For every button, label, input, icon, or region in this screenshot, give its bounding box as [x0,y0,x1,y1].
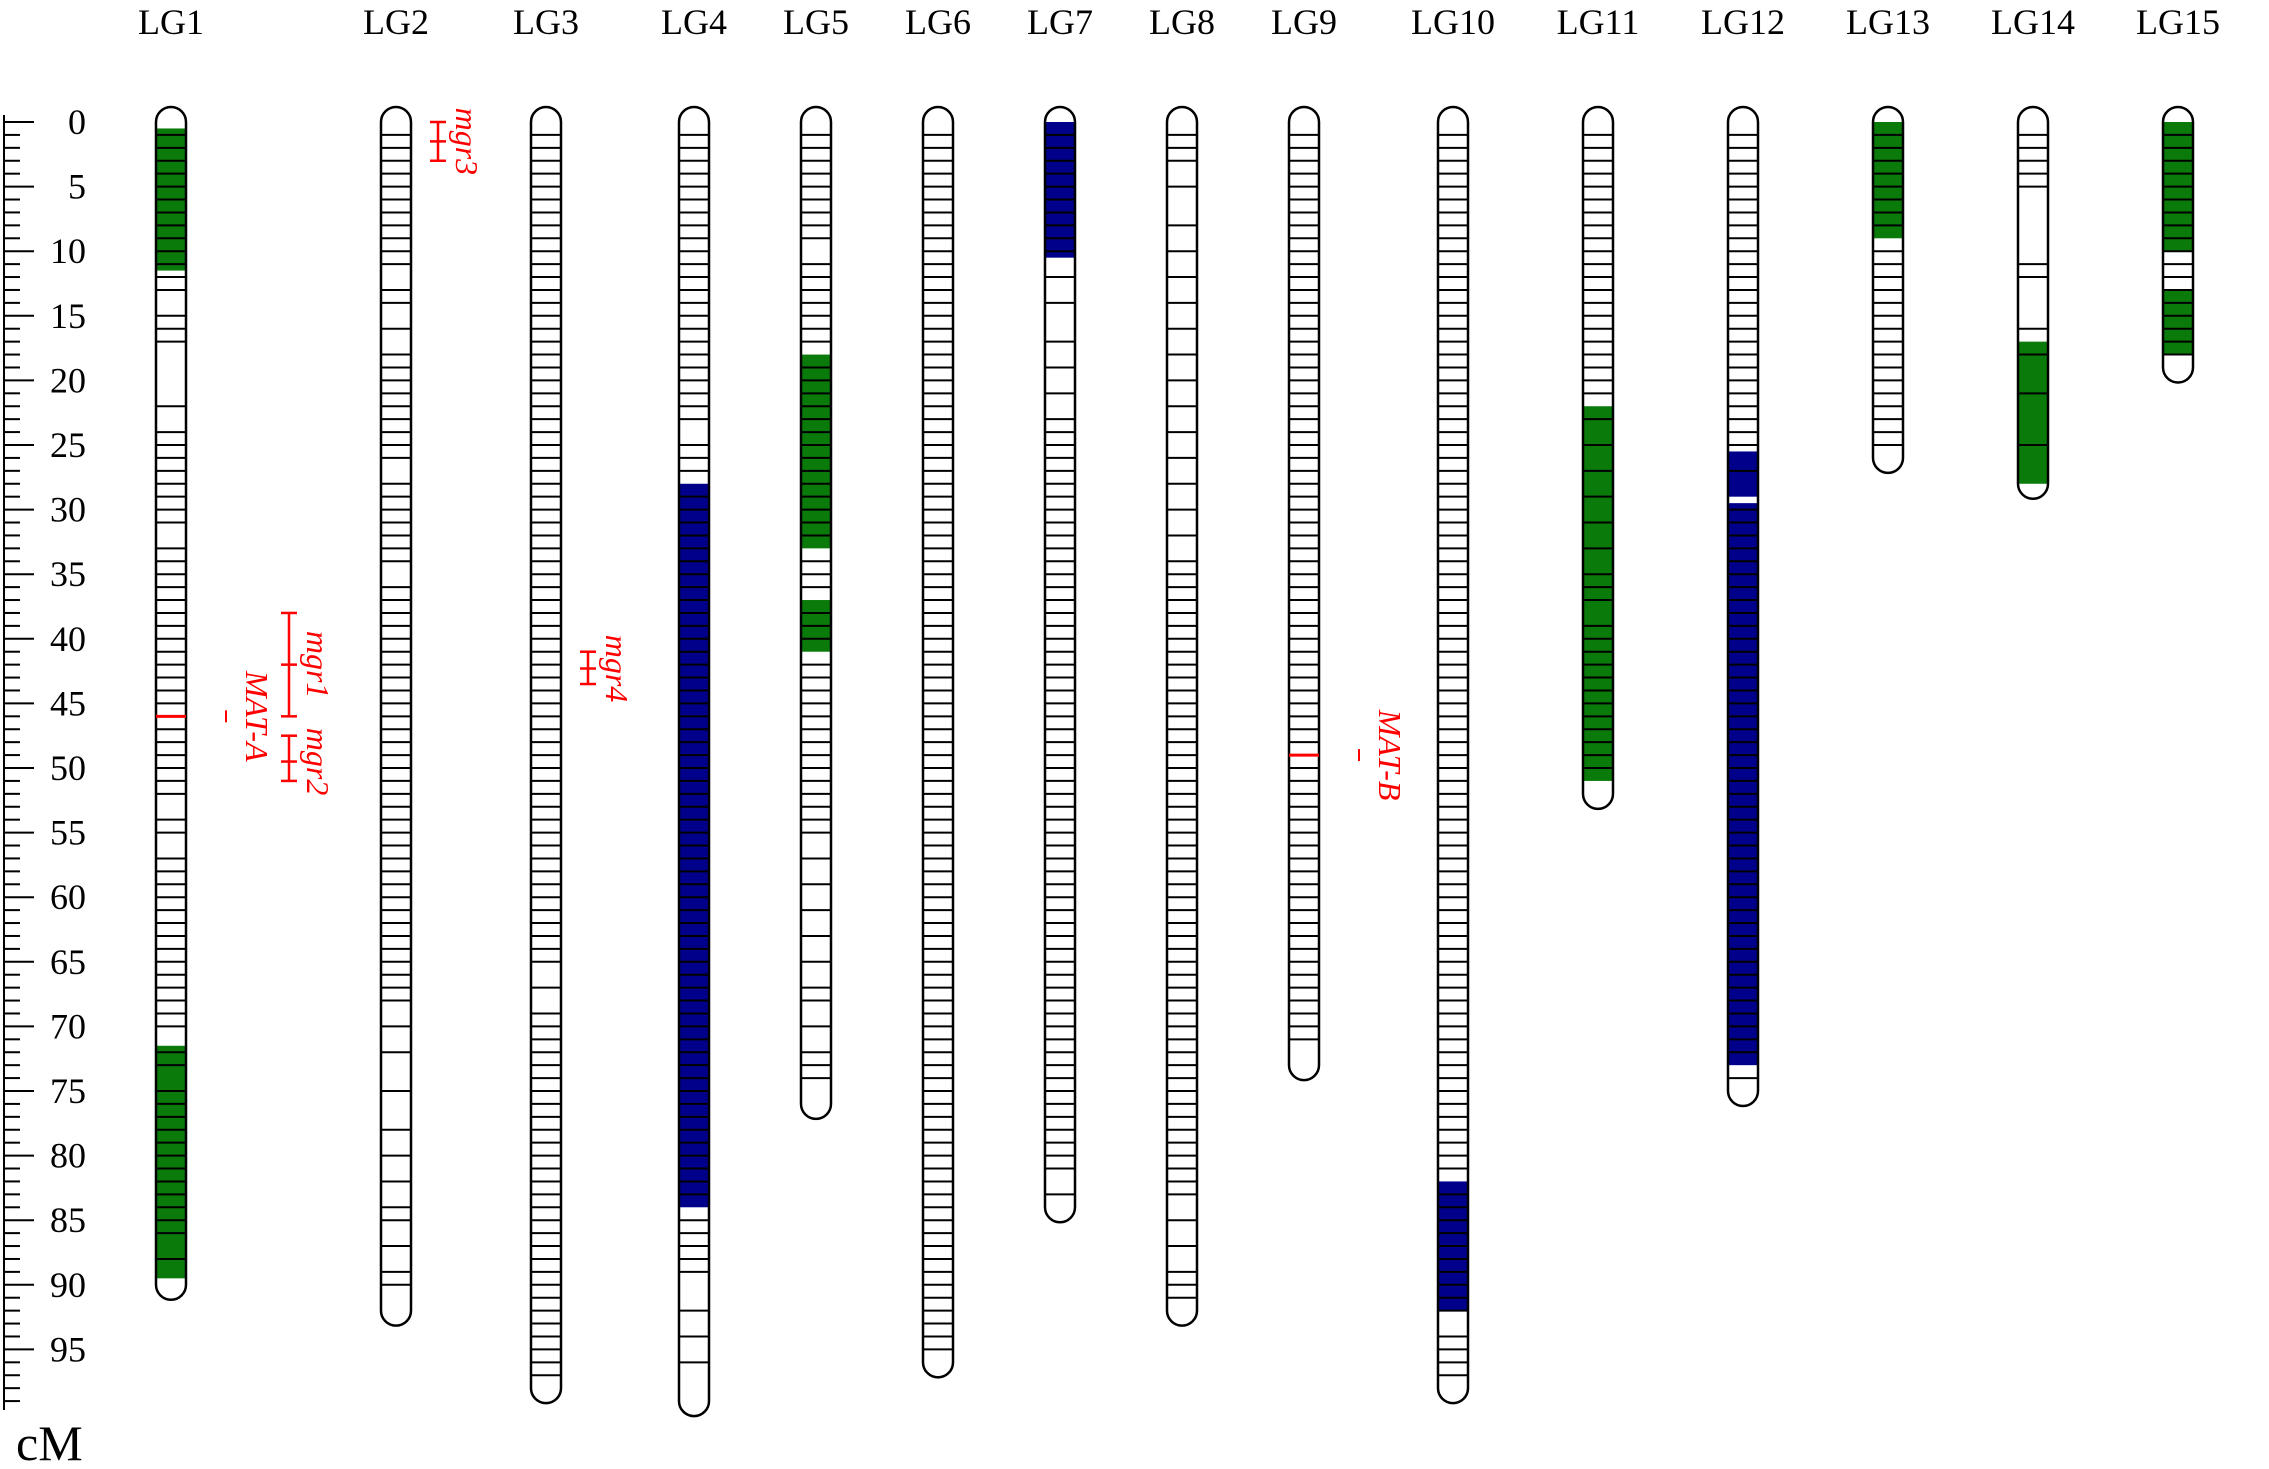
axis-tick-label: 60 [50,877,86,917]
linkage-group-title: LG11 [1557,2,1640,42]
linkage-group-lg6: LG6 [905,2,971,1379]
locus-label: MAT-A [239,670,275,762]
linkage-group-title: LG12 [1701,2,1785,42]
linkage-group-lg5: LG5 [783,2,849,1121]
chromosome-outline [1726,105,1760,1108]
linkage-group-title: LG1 [138,2,204,42]
axis-tick-label: 85 [50,1200,86,1240]
linkage-group-lg3: LG3 [513,2,579,1405]
axis-tick-label: 30 [50,490,86,530]
qtl-label: mgr4 [599,635,635,703]
linkage-group-lg9: LG9 [1271,2,1337,1082]
green-segment [1583,406,1613,781]
green-segment [156,1045,186,1279]
chromosome-outline [379,105,413,1327]
linkage-group-title: LG9 [1271,2,1337,42]
blue-segment [1728,503,1758,1066]
axis-tick-label: 80 [50,1136,86,1176]
linkage-group-lg7: LG7 [1027,2,1093,1224]
axis-tick-label: 25 [50,425,86,465]
green-segment [801,354,831,549]
linkage-group-title: LG7 [1027,2,1093,42]
linkage-group-lg1: LG1 [138,2,204,1302]
axis-tick-label: 65 [50,942,86,982]
linkage-group-lg4: LG4 [661,2,727,1418]
blue-segment [1728,451,1758,497]
qtl-mgr3: mgr3 [430,108,485,176]
axis-tick-label: 55 [50,813,86,853]
qtl-label: mgr1 [300,631,336,699]
linkage-group-title: LG13 [1846,2,1930,42]
green-segment [1873,122,1903,239]
blue-segment [1045,122,1075,258]
qtl-mat-b: MAT-B [1289,709,1408,801]
green-segment [2018,341,2048,484]
chromosome-outline [529,105,563,1405]
qtl-label: mgr2 [300,728,336,796]
linkage-group-title: LG3 [513,2,579,42]
green-segment [2163,289,2193,355]
linkage-group-lg13: LG13 [1846,2,1930,475]
qtl-label: mgr3 [449,108,485,176]
chromosome-outline [1581,105,1615,811]
locus-label: MAT-B [1372,709,1408,801]
axis-tick-label: 10 [50,231,86,271]
axis-tick-label: 95 [50,1329,86,1369]
axis-tick-label: 50 [50,748,86,788]
chromosome-outline [1871,105,1905,475]
linkage-group-title: LG6 [905,2,971,42]
linkage-group-title: LG15 [2136,2,2220,42]
axis-tick-label: 35 [50,554,86,594]
axis-tick-label: 70 [50,1006,86,1046]
axis-tick-label: 0 [68,102,86,142]
linkage-group-lg10: LG10 [1411,2,1495,1405]
qtl-mgr2: mgr2 [281,728,336,796]
linkage-group-lg11: LG11 [1557,2,1640,811]
linkage-group-title: LG8 [1149,2,1215,42]
linkage-group-title: LG5 [783,2,849,42]
axis-tick-label: 40 [50,619,86,659]
chromosome-outline [921,105,955,1379]
chromosome-outline [1043,105,1077,1224]
chromosome-outline [2161,105,2195,384]
linkage-groups: LG1 LG2 LG3 LG4 LG5 LG6 LG7 LG8 LG9 LG10 LG11 LG12 L… [138,2,2220,1418]
axis-tick-label: 75 [50,1071,86,1111]
linkage-group-lg14: LG14 [1991,2,2075,501]
axis-tick-label: 45 [50,683,86,723]
qtl-mgr1: mgr1 [281,611,336,718]
chromosome-outline [2016,105,2050,501]
axis-unit-label: cM [16,1415,83,1469]
linkage-group-title: LG2 [363,2,429,42]
axis-tick-label: 5 [68,167,86,207]
linkage-group-title: LG4 [661,2,727,42]
linkage-group-title: LG10 [1411,2,1495,42]
axis-tick-label: 15 [50,296,86,336]
linkage-group-lg12: LG12 [1701,2,1785,1108]
linkage-group-lg2: LG2 [363,2,429,1327]
qtl-mat-a: MAT-A [156,670,275,762]
chromosome-outline [1165,105,1199,1327]
linkage-group-lg15: LG15 [2136,2,2220,384]
chromosome-outline [1436,105,1470,1405]
chromosome-outline [799,105,833,1121]
cm-axis: 0 5 10 15 20 25 30 35 40 45 50 55 60 65 70 75 80 85 90 95 c… [3,102,86,1469]
qtl-annotations: MAT-A mgr1 mgr2 mgr3 mgr4 MAT-B [156,108,1408,801]
chromosome-outline [1287,105,1321,1082]
qtl-mgr4: mgr4 [580,635,635,703]
linkage-group-title: LG14 [1991,2,2075,42]
linkage-group-lg8: LG8 [1149,2,1215,1327]
axis-tick-label: 90 [50,1265,86,1305]
chromosome-outline [677,105,711,1418]
axis-ticks: 0 5 10 15 20 25 30 35 40 45 50 55 60 65 70 75 80 85 90 95 [4,102,86,1403]
chromosome-outline [154,105,188,1302]
axis-tick-label: 20 [50,360,86,400]
